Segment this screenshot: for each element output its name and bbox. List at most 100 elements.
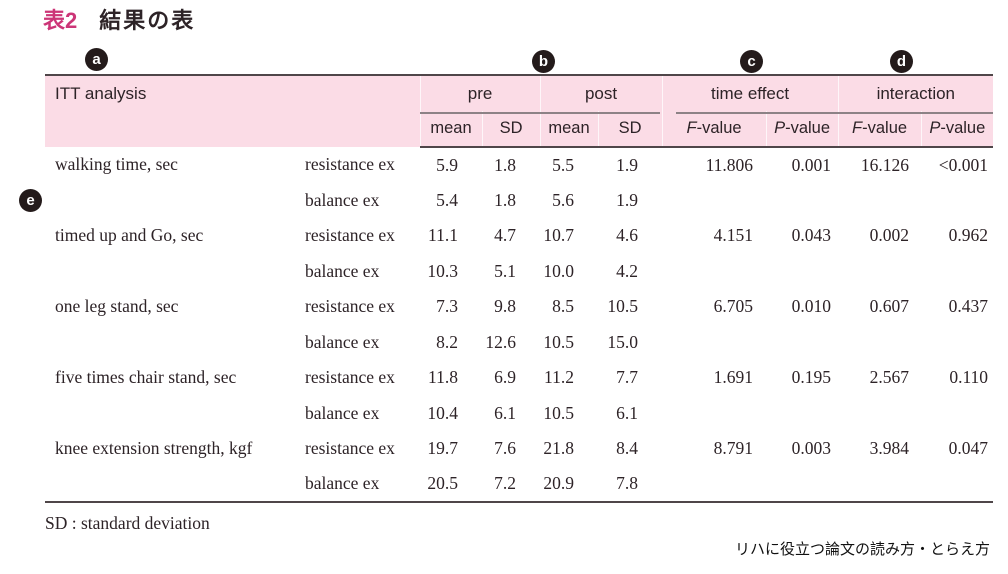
measure-cell [45, 183, 300, 219]
label-part: SD [499, 119, 523, 137]
col-header-interaction-f-value: F-value [837, 111, 922, 148]
value-cell [662, 325, 766, 361]
value-cell [662, 183, 766, 219]
value-cell: 16.126 [860, 154, 910, 175]
measure-cell [45, 396, 300, 432]
value-cell [766, 183, 838, 219]
col-header-post-mean: mean [539, 111, 599, 148]
value-cell: 0.962 [948, 225, 989, 246]
group-header-post: post [539, 75, 663, 111]
group-header-interaction: interaction [837, 75, 994, 111]
col-header-time-p-value: P-value [765, 111, 839, 148]
table-body: walking time, sec resistance ex 5.9 1.8 … [45, 147, 994, 503]
header-underline-pre-post [420, 112, 660, 114]
value-cell: 5.9 [436, 154, 459, 175]
value-cell: 7.7 [616, 367, 639, 388]
value-cell: 20.9 [540, 466, 599, 503]
value-cell: 10.4 [427, 402, 459, 423]
value-cell: 20.5 [420, 466, 483, 503]
value-cell: 10.0 [543, 260, 575, 281]
value-cell [921, 183, 993, 219]
value-cell: 0.003 [791, 438, 832, 459]
value-cell: 10.5 [607, 296, 639, 317]
value-cell [921, 396, 993, 432]
callout-e-badge: e [19, 189, 42, 212]
value-cell: 4.151 [713, 225, 754, 246]
arm-cell: resistance ex [305, 367, 395, 388]
value-cell: 0.437 [948, 296, 989, 317]
value-cell: 8.4 [616, 438, 639, 459]
value-cell: 11.8 [428, 367, 459, 388]
group-header-time-effect: time effect [661, 75, 839, 111]
table-title-text: 結果の表 [99, 8, 196, 33]
value-cell: 5.6 [552, 189, 575, 210]
value-cell: 8.791 [713, 438, 754, 459]
value-cell: 21.8 [543, 438, 575, 459]
arm-cell: resistance ex [305, 225, 395, 246]
arm-cell: resistance ex [305, 154, 395, 175]
value-cell: 0.002 [869, 225, 910, 246]
arm-cell: balance ex [300, 466, 421, 503]
value-cell: 1.9 [616, 154, 639, 175]
col-header-pre-mean: mean [419, 111, 483, 148]
value-cell [838, 325, 921, 361]
italic-part: P [929, 119, 941, 137]
measure-cell [45, 466, 300, 503]
value-cell [921, 254, 993, 290]
arm-cell: resistance ex [305, 438, 395, 459]
value-cell: 6.1 [494, 402, 517, 423]
value-cell: 7.6 [494, 438, 517, 459]
measure-cell: five times chair stand, sec [55, 367, 237, 388]
value-cell [766, 466, 839, 503]
value-cell [838, 466, 922, 503]
table-row: five times chair stand, sec resistance e… [45, 360, 993, 396]
value-cell: 9.8 [494, 296, 517, 317]
value-cell: 0.043 [791, 225, 832, 246]
table-row: balance ex 10.4 6.1 10.5 6.1 [45, 396, 993, 432]
table-row: walking time, sec resistance ex 5.9 1.8 … [45, 147, 993, 183]
measure-cell [45, 254, 300, 290]
value-cell: 4.7 [494, 225, 517, 246]
value-cell: 7.2 [482, 466, 541, 503]
value-cell: 2.567 [869, 367, 910, 388]
arm-cell: balance ex [305, 260, 380, 281]
value-cell: 1.9 [616, 189, 639, 210]
value-cell: 1.691 [713, 367, 754, 388]
label-part: -value [940, 119, 986, 137]
value-cell: 6.9 [494, 367, 517, 388]
arm-cell: balance ex [305, 189, 380, 210]
value-cell: 0.010 [791, 296, 832, 317]
value-cell: 5.5 [552, 154, 575, 175]
col-header-time-f-value: F-value [661, 111, 767, 148]
value-cell: 10.7 [543, 225, 575, 246]
table-number: 表2 [43, 8, 78, 33]
value-cell: 10.5 [543, 402, 575, 423]
value-cell [662, 466, 767, 503]
sub-header-row: mean SD mean SD F-value P-value F-value … [45, 111, 994, 148]
value-cell: <0.001 [938, 154, 989, 175]
label-part: -value [862, 119, 908, 137]
value-cell: 6.705 [713, 296, 754, 317]
value-cell: 7.8 [598, 466, 663, 503]
label-part: mean [548, 119, 590, 137]
measure-cell: walking time, sec [55, 154, 178, 175]
value-cell: 0.047 [948, 438, 989, 459]
arm-cell: resistance ex [305, 296, 395, 317]
label-part: mean [430, 119, 472, 137]
value-cell [921, 466, 994, 503]
value-cell: 6.1 [616, 402, 639, 423]
value-cell: 0.001 [791, 154, 832, 175]
value-cell [838, 254, 921, 290]
value-cell: 1.8 [494, 154, 517, 175]
value-cell: 10.3 [427, 260, 459, 281]
value-cell: 11.1 [428, 225, 459, 246]
value-cell: 3.984 [869, 438, 910, 459]
value-cell: 0.607 [869, 296, 910, 317]
value-cell: 5.4 [436, 189, 459, 210]
label-part: SD [618, 119, 642, 137]
callout-b-badge: b [532, 50, 555, 73]
value-cell [838, 396, 921, 432]
value-cell: 19.7 [427, 438, 459, 459]
value-cell [662, 396, 766, 432]
